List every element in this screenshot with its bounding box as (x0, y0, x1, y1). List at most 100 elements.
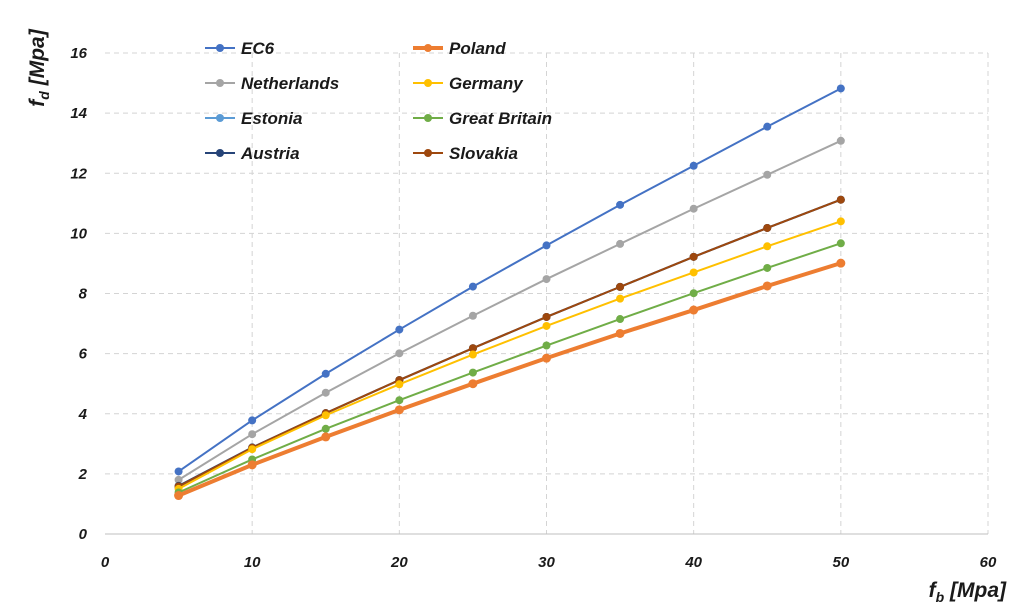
data-point-great-britain (616, 315, 625, 324)
data-point-netherlands (542, 275, 551, 284)
x-tick-label: 30 (538, 554, 555, 571)
x-tick-label: 40 (684, 554, 702, 571)
y-tick-label: 6 (79, 346, 88, 363)
data-point-great-britain (689, 289, 698, 298)
data-point-great-britain (763, 263, 772, 272)
data-point-germany (395, 380, 404, 389)
y-tick-label: 10 (70, 225, 87, 242)
series-line-poland (177, 261, 842, 498)
data-point-germany (468, 350, 477, 359)
data-point-poland (542, 353, 551, 363)
legend-swatch-marker (216, 44, 224, 52)
data-point-germany (616, 294, 625, 303)
legend-label: Great Britain (449, 109, 552, 128)
data-point-slovakia (836, 195, 845, 204)
y-tick-label: 0 (79, 526, 88, 543)
data-point-ec6 (248, 416, 257, 425)
legend-item-austria: Austria (205, 144, 300, 163)
data-point-ec6 (616, 200, 625, 209)
legend: EC6 Netherlands Estonia Austria Poland German… (205, 39, 552, 163)
data-point-netherlands (174, 475, 183, 484)
data-point-slovakia (542, 312, 551, 321)
data-point-great-britain (542, 341, 551, 350)
x-tick-label: 10 (244, 554, 261, 571)
y-tick-label: 12 (70, 165, 87, 182)
data-point-poland (836, 258, 846, 268)
series-poland (174, 258, 846, 501)
data-point-ec6 (836, 84, 845, 93)
series-great-britain (174, 239, 845, 497)
data-point-netherlands (468, 311, 477, 320)
legend-swatch-marker (424, 149, 432, 157)
series-line-estonia (178, 198, 842, 489)
y-tick-label: 8 (79, 286, 88, 303)
legend-item-slovakia: Slovakia (413, 144, 518, 163)
legend-label: Poland (449, 39, 506, 58)
y-axis-title: fd [Mpa] (26, 28, 52, 106)
series-slovakia (174, 195, 845, 491)
data-point-netherlands (248, 430, 257, 439)
data-point-netherlands (763, 170, 772, 179)
data-point-germany (542, 321, 551, 330)
data-point-germany (248, 445, 257, 454)
series-ec6 (174, 84, 845, 476)
data-point-poland (762, 281, 772, 291)
x-tick-label: 50 (832, 554, 849, 571)
series-line-ec6 (178, 87, 842, 473)
data-point-germany (763, 242, 772, 251)
series-line-slovakia (178, 198, 842, 488)
series-germany (174, 217, 845, 493)
y-tick-label: 2 (78, 466, 88, 483)
data-point-germany (689, 268, 698, 277)
data-point-netherlands (836, 136, 845, 145)
data-point-netherlands (321, 388, 330, 397)
y-tick-label: 14 (70, 105, 87, 122)
gridlines (105, 52, 989, 534)
legend-label: Slovakia (449, 144, 518, 163)
data-point-great-britain (468, 368, 477, 377)
data-point-netherlands (689, 204, 698, 213)
legend-label: EC6 (241, 39, 275, 58)
data-point-ec6 (468, 282, 477, 291)
series-lines (174, 84, 846, 501)
legend-swatch-marker (424, 114, 432, 122)
legend-label: Germany (449, 74, 524, 93)
series-estonia (174, 195, 845, 492)
series-austria (174, 195, 845, 490)
data-point-slovakia (616, 282, 625, 291)
legend-label: Estonia (241, 109, 302, 128)
y-tick-label: 4 (78, 406, 88, 423)
x-tick-label: 60 (980, 554, 997, 571)
legend-swatch-marker (216, 114, 224, 122)
x-tick-label: 0 (101, 554, 110, 571)
x-axis-title: fb [Mpa] (929, 579, 1007, 603)
data-point-slovakia (468, 344, 477, 353)
data-point-ec6 (689, 161, 698, 170)
data-point-germany (836, 217, 845, 226)
data-point-poland (321, 432, 331, 442)
legend-item-estonia: Estonia (205, 109, 302, 128)
series-line-germany (178, 220, 842, 490)
data-point-ec6 (321, 369, 330, 378)
data-point-ec6 (174, 467, 183, 476)
data-point-germany (321, 411, 330, 420)
data-point-slovakia (763, 223, 772, 232)
data-point-slovakia (689, 252, 698, 261)
legend-swatch-marker (424, 44, 432, 52)
legend-swatch-marker (216, 149, 224, 157)
legend-swatch-marker (216, 79, 224, 87)
series-netherlands (174, 136, 845, 484)
series-line-great-britain (178, 242, 842, 494)
data-point-great-britain (836, 239, 845, 248)
tick-labels: 0 2 4 6 8 10 12 14 16 0 10 20 30 40 50 60 (70, 45, 997, 571)
legend-swatch-marker (424, 79, 432, 87)
data-point-poland (394, 405, 404, 415)
series-line-austria (178, 198, 842, 487)
data-point-netherlands (395, 349, 404, 358)
data-point-poland (247, 460, 257, 470)
legend-item-ec6: EC6 (205, 39, 275, 58)
y-tick-label: 16 (70, 45, 87, 62)
data-point-ec6 (542, 241, 551, 250)
data-point-ec6 (763, 122, 772, 131)
